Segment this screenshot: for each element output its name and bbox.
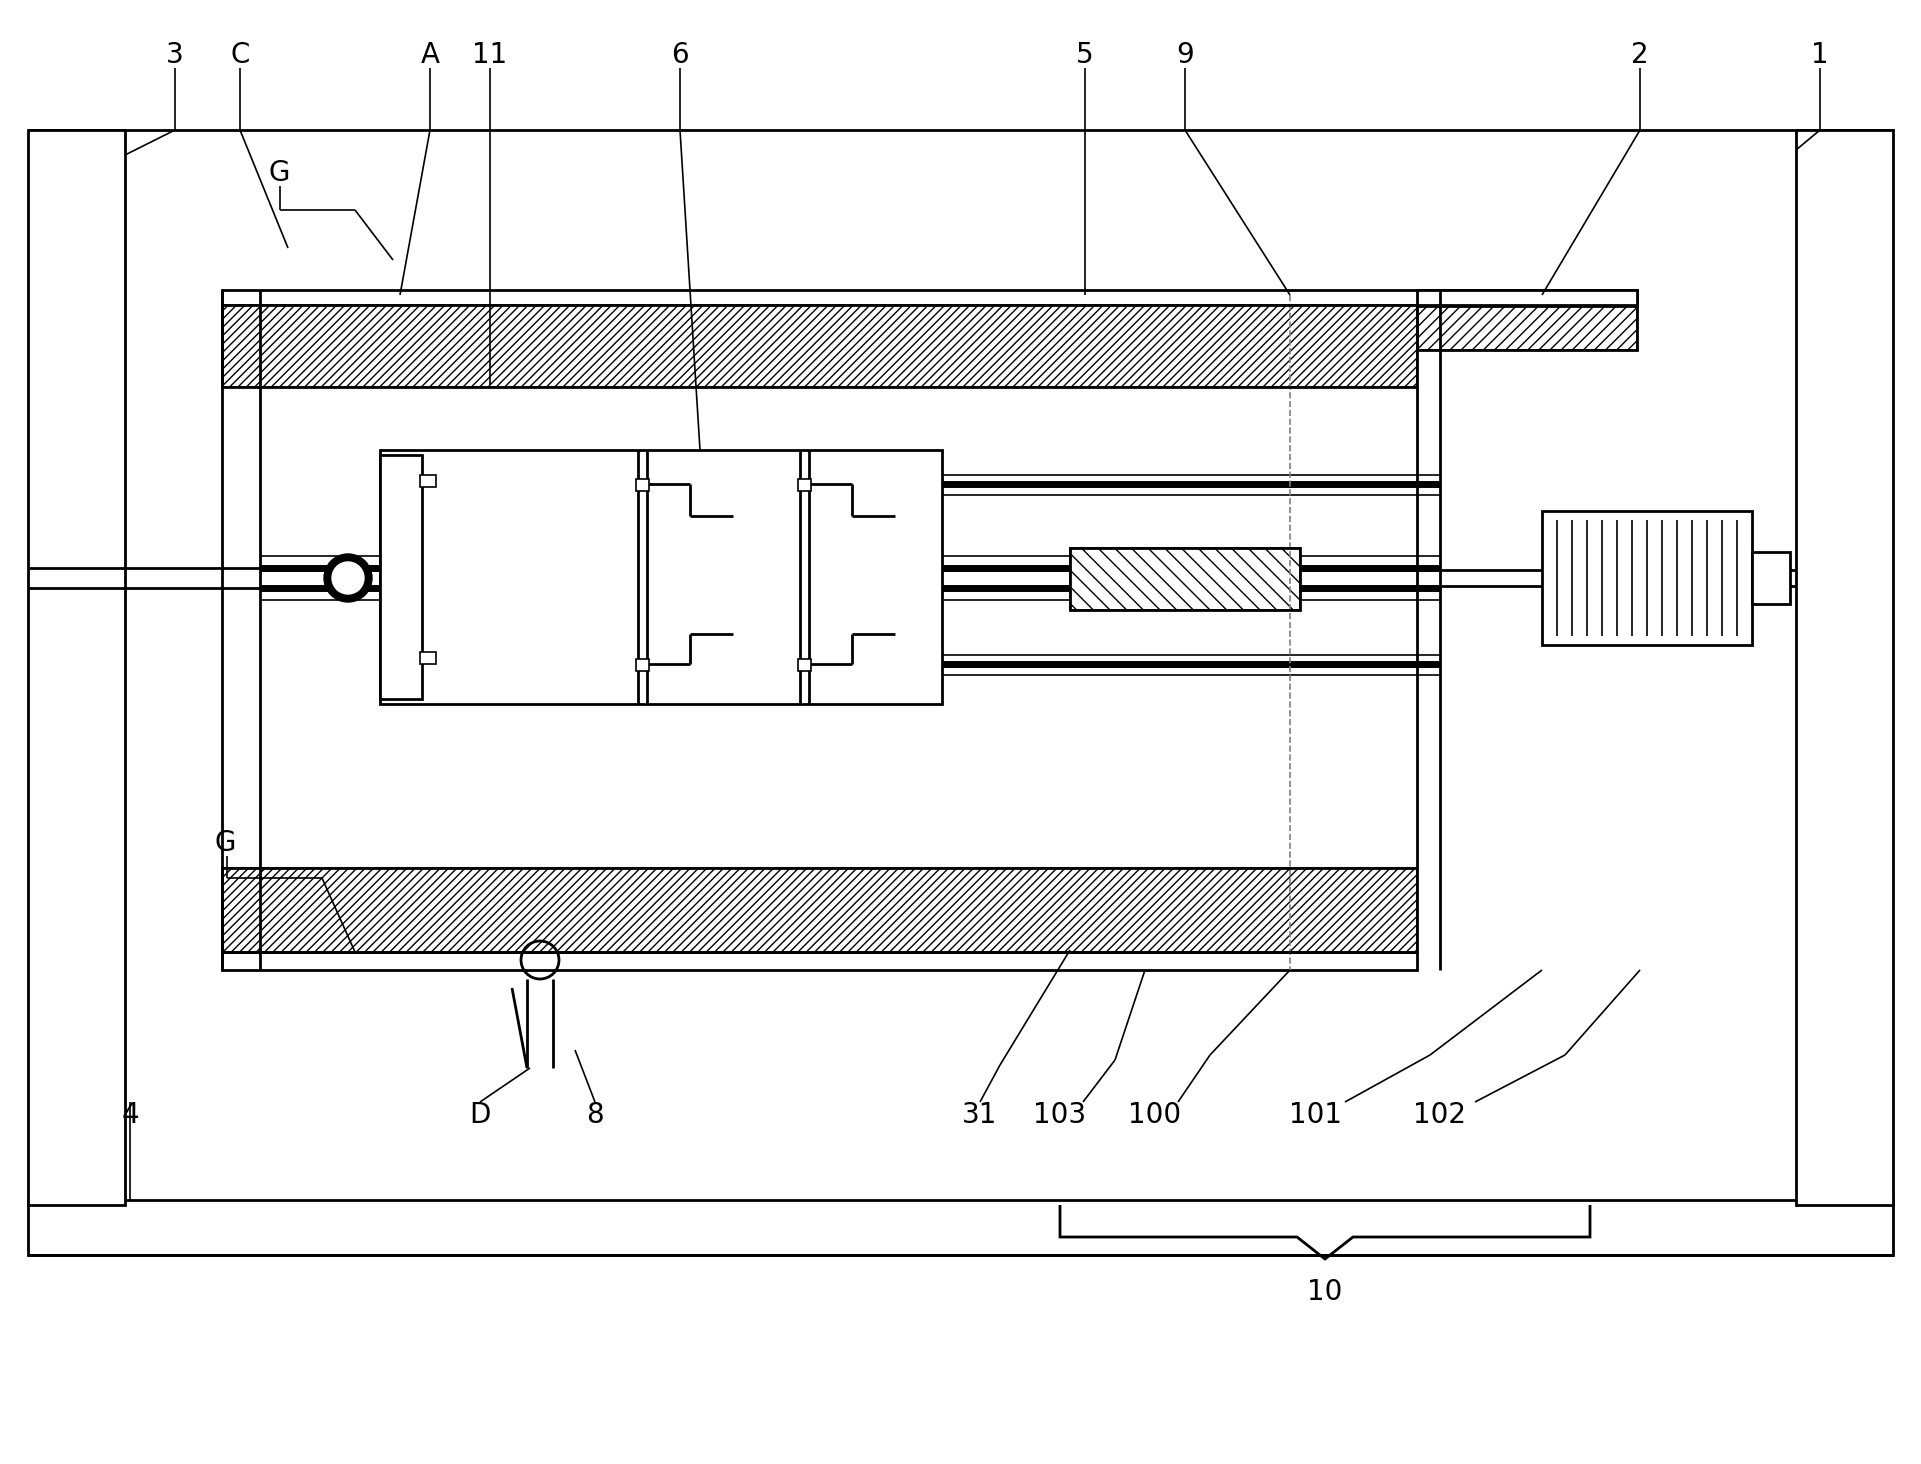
Bar	[223, 868, 1418, 952]
Circle shape	[332, 562, 363, 594]
Bar	[380, 449, 941, 704]
Bar	[223, 952, 1418, 971]
Bar	[797, 479, 811, 490]
Text: D: D	[469, 1101, 490, 1129]
Text: 6: 6	[670, 41, 690, 69]
Text: G: G	[269, 160, 290, 187]
Text: 10: 10	[1308, 1278, 1343, 1306]
Text: 5: 5	[1076, 41, 1093, 69]
Text: 11: 11	[473, 41, 507, 69]
Text: 8: 8	[586, 1101, 603, 1129]
Text: 31: 31	[962, 1101, 997, 1129]
Bar	[1796, 130, 1892, 1205]
Bar	[636, 479, 649, 490]
Circle shape	[325, 553, 373, 602]
Bar	[29, 130, 125, 1205]
Text: 2: 2	[1631, 41, 1648, 69]
Bar	[421, 474, 436, 488]
Text: G: G	[215, 829, 236, 856]
Bar	[1418, 305, 1637, 350]
Bar	[421, 651, 436, 665]
Bar	[1752, 552, 1790, 605]
Bar	[223, 305, 1418, 386]
Text: 101: 101	[1289, 1101, 1341, 1129]
Bar	[636, 659, 649, 671]
Bar	[380, 455, 423, 698]
Text: 9: 9	[1176, 41, 1193, 69]
Text: 3: 3	[165, 41, 184, 69]
Text: 102: 102	[1414, 1101, 1466, 1129]
Bar	[223, 868, 1418, 952]
Bar	[29, 1200, 1892, 1255]
Bar	[1418, 290, 1637, 306]
Bar	[797, 659, 811, 671]
Bar	[223, 290, 1637, 305]
Text: C: C	[231, 41, 250, 69]
Bar	[1070, 548, 1301, 610]
Text: 4: 4	[121, 1101, 138, 1129]
Bar	[1070, 548, 1301, 610]
Bar	[223, 305, 1418, 386]
Text: 103: 103	[1033, 1101, 1087, 1129]
Text: 100: 100	[1128, 1101, 1181, 1129]
Bar	[1543, 511, 1752, 646]
Bar	[1418, 305, 1637, 350]
Text: A: A	[421, 41, 440, 69]
Text: 1: 1	[1812, 41, 1829, 69]
